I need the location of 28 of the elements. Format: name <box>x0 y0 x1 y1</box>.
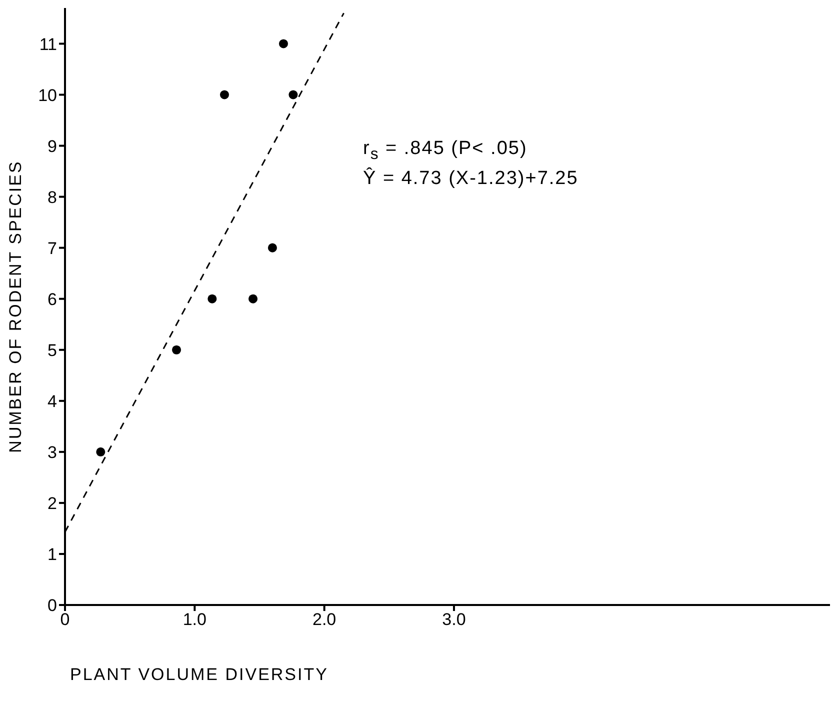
x-tick-label: 3.0 <box>442 610 466 630</box>
annotation: r$_{s}$ = .845 (P< .05) <box>363 138 528 164</box>
point <box>96 447 106 456</box>
point <box>288 90 298 100</box>
y-tick-label: 8 <box>48 188 57 207</box>
annotation: Ŷ = 4.73 (X-1.23)+7.25 <box>363 168 578 190</box>
point <box>220 90 229 100</box>
y-tick-label: 11 <box>39 34 57 54</box>
point <box>248 294 258 304</box>
point <box>208 294 217 304</box>
x-tick-label: 2.0 <box>312 610 336 630</box>
y-tick-label: 2 <box>48 494 57 513</box>
y-tick-label: 10 <box>38 86 57 105</box>
x-tick-label: 0 <box>60 610 70 630</box>
x-axis-title: PLANT VOLUME DIVERSITY <box>70 665 328 684</box>
x-tick-label: 1.0 <box>182 610 206 630</box>
point <box>268 243 277 252</box>
y-tick-label: 5 <box>48 340 57 360</box>
point <box>278 39 288 48</box>
y-tick-label: 1 <box>48 545 57 564</box>
point <box>172 345 182 354</box>
y-tick-label: 4 <box>48 392 57 411</box>
y-tick-label: 7 <box>48 238 57 258</box>
y-tick-label: 9 <box>48 136 57 156</box>
y-axis-title: NUMBER OF RODENT SPECIES <box>6 160 26 453</box>
y-tick-label: 3 <box>48 442 57 462</box>
y-tick-label: 6 <box>48 290 57 309</box>
y-tick-label: 0 <box>48 596 57 616</box>
